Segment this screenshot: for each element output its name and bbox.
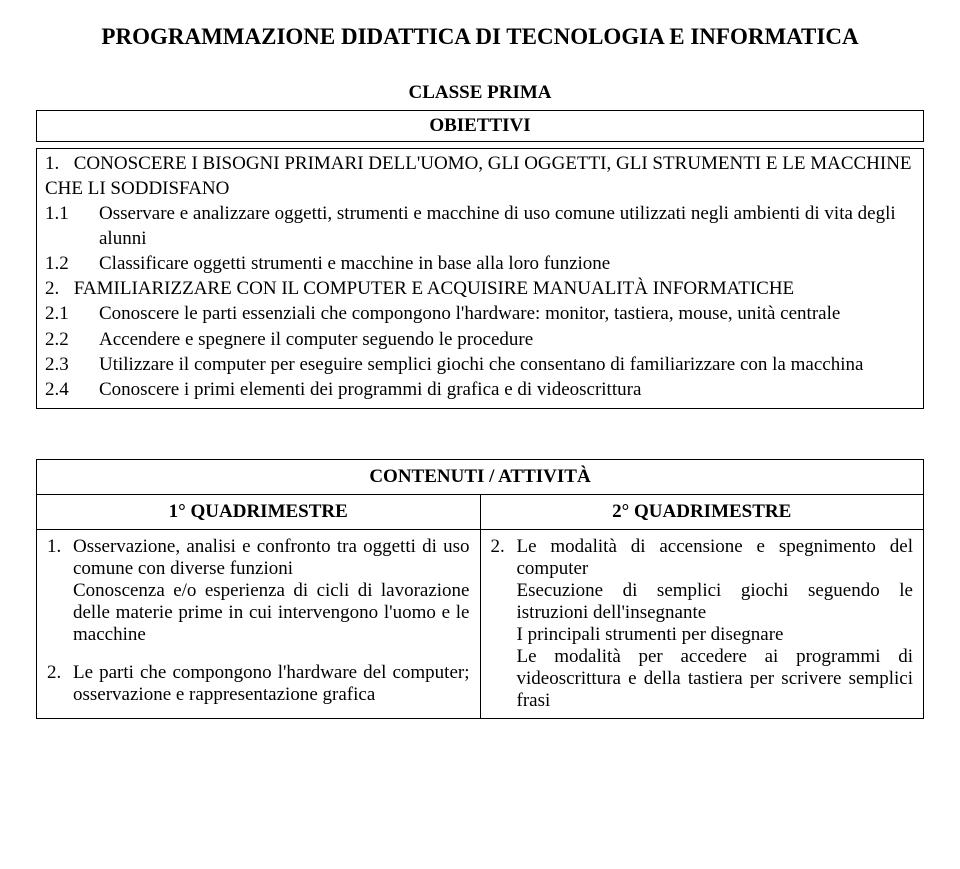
class-subtitle: CLASSE PRIMA <box>36 82 924 104</box>
section2-num: 2. <box>45 276 69 301</box>
obj-item: 1.1 Osservare e analizzare oggetti, stru… <box>45 201 915 251</box>
obj-item: 2.1 Conoscere le parti essenziali che co… <box>45 301 915 326</box>
objectives-body: 1. CONOSCERE I BISOGNI PRIMARI DELL'UOMO… <box>36 148 924 409</box>
list-item-num: 2. <box>491 536 517 712</box>
obj-item-num: 2.1 <box>45 301 99 326</box>
list-item-text: Le parti che compongono l'hardware del c… <box>73 662 470 706</box>
obj-item: 2.4 Conoscere i primi elementi dei progr… <box>45 377 915 402</box>
q2-heading: 2° QUADRIMESTRE <box>480 494 924 529</box>
section2-heading: 2. FAMILIARIZZARE CON IL COMPUTER E ACQU… <box>45 276 915 301</box>
obj-item: 1.2 Classificare oggetti strumenti e mac… <box>45 251 915 276</box>
obj-item-text: Classificare oggetti strumenti e macchin… <box>99 251 915 276</box>
contenuti-heading: CONTENUTI / ATTIVITÀ <box>37 459 924 494</box>
list-item-text: Osservazione, analisi e confronto tra og… <box>73 536 470 646</box>
objectives-heading-box: OBIETTIVI <box>36 110 924 142</box>
list-item: 1. Osservazione, analisi e confronto tra… <box>47 536 470 646</box>
obj-item-num: 2.3 <box>45 352 99 377</box>
list-item: 2. Le modalità di accensione e spegnimen… <box>491 536 914 712</box>
page-title: PROGRAMMAZIONE DIDATTICA DI TECNOLOGIA E… <box>36 24 924 50</box>
objectives-heading: OBIETTIVI <box>37 111 924 142</box>
obj-item: 2.3 Utilizzare il computer per eseguire … <box>45 352 915 377</box>
section2-text: FAMILIARIZZARE CON IL COMPUTER E ACQUISI… <box>74 278 794 299</box>
section1-num: 1. <box>45 151 69 176</box>
list-item-num: 2. <box>47 662 73 706</box>
q2-cell: 2. Le modalità di accensione e spegnimen… <box>480 529 924 718</box>
q1-heading: 1° QUADRIMESTRE <box>37 494 481 529</box>
list-item: 2. Le parti che compongono l'hardware de… <box>47 662 470 706</box>
list-item-text: Le modalità di accensione e spegnimento … <box>517 536 914 712</box>
obj-item-num: 1.1 <box>45 201 99 251</box>
obj-item-text: Osservare e analizzare oggetti, strument… <box>99 201 915 251</box>
obj-item-text: Conoscere le parti essenziali che compon… <box>99 301 915 326</box>
list-item-num: 1. <box>47 536 73 646</box>
obj-item-text: Conoscere i primi elementi dei programmi… <box>99 377 915 402</box>
obj-item: 2.2 Accendere e spegnere il computer seg… <box>45 327 915 352</box>
obj-item-text: Utilizzare il computer per eseguire semp… <box>99 352 915 377</box>
obj-item-text: Accendere e spegnere il computer seguend… <box>99 327 915 352</box>
q1-cell: 1. Osservazione, analisi e confronto tra… <box>37 529 481 718</box>
section1-heading: 1. CONOSCERE I BISOGNI PRIMARI DELL'UOMO… <box>45 151 915 201</box>
obj-item-num: 2.2 <box>45 327 99 352</box>
obj-item-num: 2.4 <box>45 377 99 402</box>
obj-item-num: 1.2 <box>45 251 99 276</box>
contenuti-table: CONTENUTI / ATTIVITÀ 1° QUADRIMESTRE 2° … <box>36 459 924 719</box>
section1-text: CONOSCERE I BISOGNI PRIMARI DELL'UOMO, G… <box>45 153 912 199</box>
